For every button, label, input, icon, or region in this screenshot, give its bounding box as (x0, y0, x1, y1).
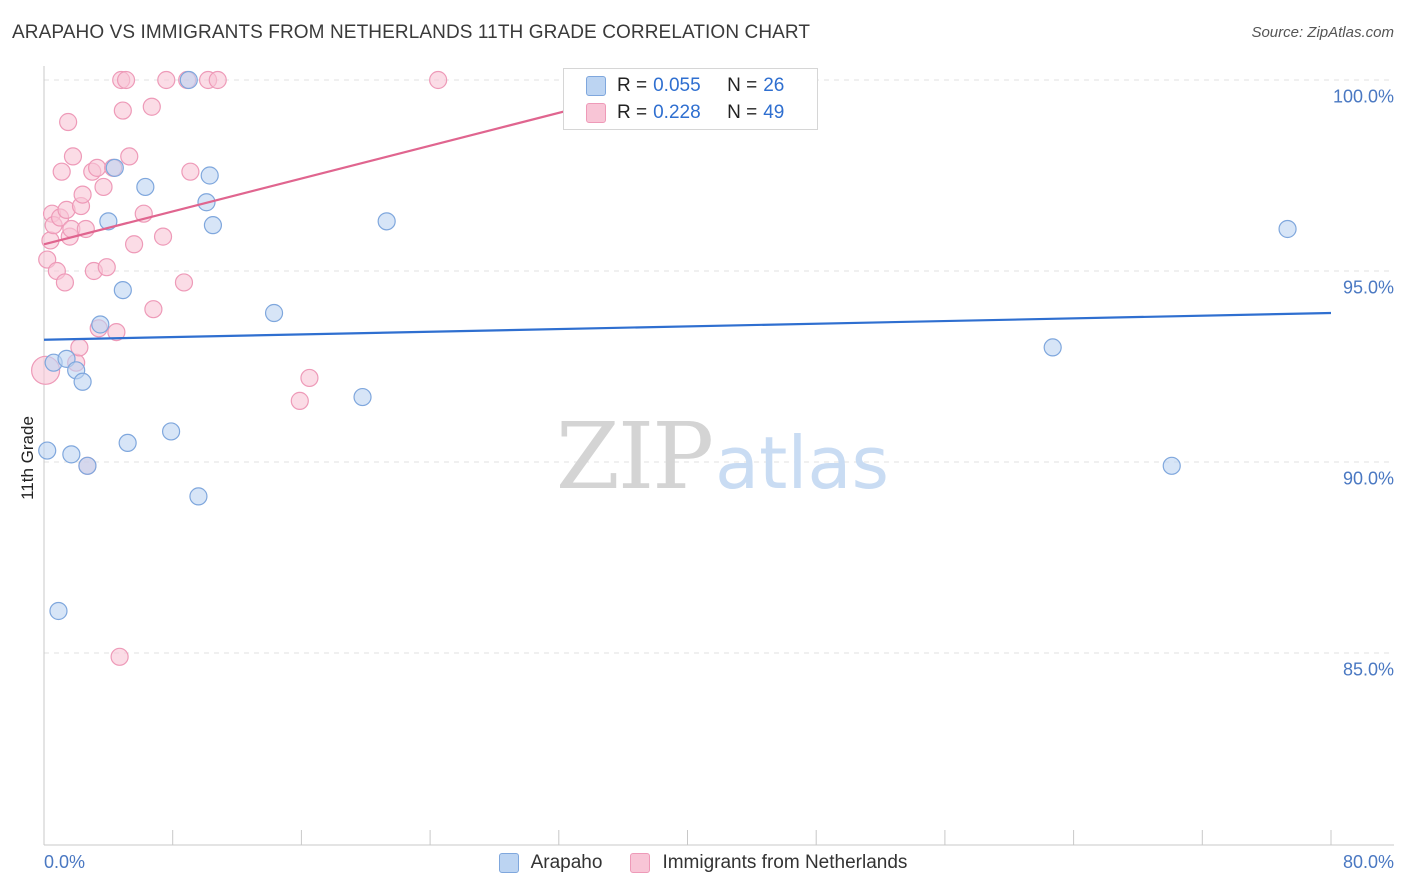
data-point-arapaho (161, 422, 181, 441)
data-point-netherlands (429, 70, 448, 90)
y-tick-label-95: 95.0% (1342, 277, 1394, 298)
data-point-arapaho (1162, 456, 1181, 475)
x-tick-label-min: 0.0% (44, 852, 86, 872)
watermark: ZIP atlas (556, 403, 889, 510)
data-point-netherlands (87, 158, 107, 177)
watermark-zip: ZIP (556, 403, 712, 510)
data-point-netherlands (290, 391, 309, 410)
data-point-netherlands (52, 162, 71, 181)
data-point-netherlands (107, 323, 126, 342)
legend-r-label: R = (617, 75, 648, 96)
data-point-netherlands (181, 162, 200, 181)
data-point-arapaho (1278, 219, 1297, 239)
source-label: Source: ZipAtlas.com (1251, 24, 1394, 41)
correlation-legend: R = 0.055 N = 26 R = 0.228 N = 49 (563, 68, 818, 130)
legend-n-label: N = (727, 102, 758, 123)
data-point-arapaho (78, 456, 97, 475)
data-point-arapaho (179, 70, 198, 90)
data-point-netherlands (208, 70, 227, 90)
data-point-arapaho (73, 372, 92, 391)
legend-item-arapaho[interactable]: Arapaho (498, 852, 603, 874)
data-point-arapaho (136, 177, 155, 197)
y-tick-label-85: 85.0% (1342, 659, 1394, 680)
legend-swatch-arapaho (586, 76, 606, 96)
x-tick-label-max: 80.0% (1342, 852, 1394, 872)
data-point-arapaho (99, 212, 118, 231)
data-point-netherlands (116, 70, 136, 90)
data-point-arapaho (203, 216, 223, 235)
data-point-netherlands (144, 300, 163, 319)
legend-r-value: 0.055 (653, 75, 701, 96)
data-point-arapaho (91, 315, 110, 334)
data-point-netherlands (55, 273, 75, 292)
y-tick-label-90: 90.0% (1342, 468, 1394, 489)
data-point-netherlands (174, 273, 194, 292)
legend-n-label: N = (727, 75, 758, 96)
legend-label-netherlands: Immigrants from Netherlands (662, 852, 908, 873)
data-point-netherlands (73, 185, 92, 204)
data-point-netherlands (110, 647, 129, 666)
data-point-netherlands (142, 97, 161, 116)
trend-line-arapaho (43, 311, 1332, 341)
data-point-netherlands (113, 101, 132, 120)
data-point-arapaho (62, 445, 81, 464)
data-point-netherlands (153, 227, 173, 246)
data-point-arapaho (189, 487, 208, 506)
legend-row-netherlands: R = 0.228 N = 49 (586, 100, 784, 126)
series-arapaho-points (38, 70, 1297, 621)
y-tick-label-100: 100.0% (1332, 86, 1394, 107)
data-point-arapaho (264, 303, 284, 323)
data-point-arapaho (200, 166, 219, 185)
legend-n-value: 26 (763, 75, 785, 96)
legend-r-value: 0.228 (653, 102, 701, 123)
data-point-netherlands (63, 147, 83, 166)
data-point-arapaho (377, 212, 396, 231)
y-axis-label: 11th Grade (18, 416, 37, 500)
legend-swatch-arapaho (498, 853, 519, 873)
legend-swatch-netherlands (586, 103, 606, 123)
data-point-netherlands (124, 235, 144, 254)
legend-label-arapaho: Arapaho (530, 852, 603, 873)
watermark-atlas: atlas (715, 421, 889, 505)
data-point-netherlands (120, 147, 139, 166)
data-point-netherlands (97, 258, 116, 277)
data-point-netherlands (59, 112, 78, 132)
data-point-netherlands (157, 70, 176, 90)
series-legend: Arapaho Immigrants from Netherlands (0, 852, 1406, 874)
chart-title: ARAPAHO VS IMMIGRANTS FROM NETHERLANDS 1… (12, 22, 811, 43)
legend-r-label: R = (617, 102, 648, 123)
data-point-netherlands (300, 368, 319, 388)
data-point-arapaho (105, 158, 124, 177)
data-point-arapaho (353, 387, 372, 407)
legend-row-arapaho: R = 0.055 N = 26 (586, 73, 784, 99)
data-point-arapaho (1043, 338, 1062, 357)
data-point-arapaho (113, 281, 132, 300)
data-point-netherlands (94, 177, 113, 197)
gridlines (44, 79, 1394, 654)
legend-item-netherlands[interactable]: Immigrants from Netherlands (630, 852, 907, 874)
data-point-arapaho (38, 441, 57, 460)
legend-swatch-netherlands (630, 853, 651, 873)
legend-n-value: 49 (763, 102, 785, 123)
data-point-arapaho (118, 433, 137, 452)
data-point-arapaho (49, 601, 68, 621)
